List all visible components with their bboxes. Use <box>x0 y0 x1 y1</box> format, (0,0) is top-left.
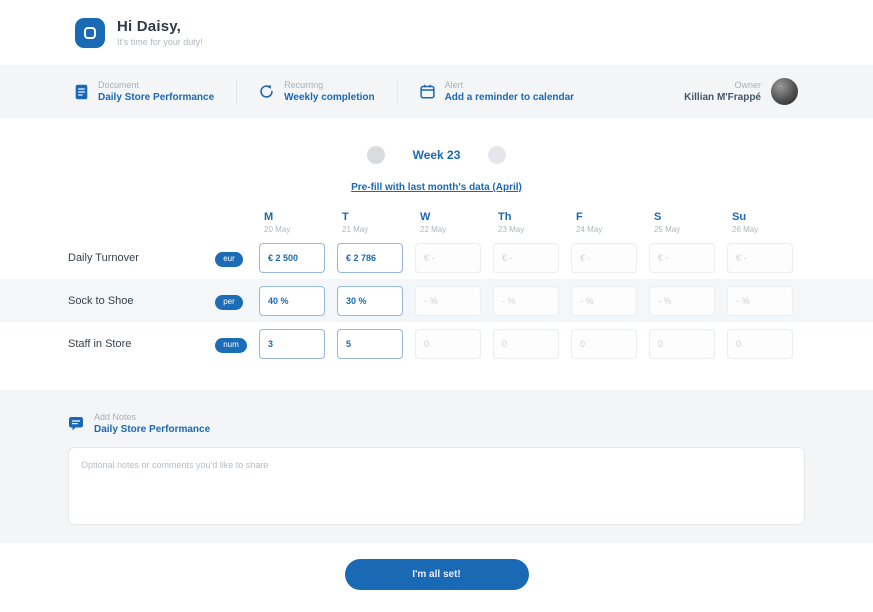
info-document: Document Daily Store Performance <box>75 80 214 103</box>
table-row-staff-in-store: Staff in Store num <box>0 322 873 365</box>
app-logo-inner <box>84 26 96 39</box>
input-staff-in-store-mon[interactable] <box>259 328 325 359</box>
day-letter: Th <box>498 211 512 223</box>
badge-wrap: per <box>215 291 259 310</box>
avatar <box>771 78 798 105</box>
notes-section: Add Notes Daily Store Performance <box>0 390 873 543</box>
input-staff-in-store-fri[interactable] <box>571 328 637 359</box>
info-alert-value[interactable]: Add a reminder to calendar <box>444 92 575 103</box>
unit-badge-eur: eur <box>215 252 243 267</box>
day-date: 21 May <box>342 225 369 234</box>
week-nav: Week 23 <box>0 146 873 164</box>
prefill-row: Pre-fill with last month's data (April) <box>0 177 873 193</box>
unit-badge-num: num <box>215 338 247 353</box>
notes-textarea[interactable] <box>68 447 805 525</box>
day-col-tue: T 21 May <box>338 211 416 236</box>
divider <box>396 78 398 105</box>
input-staff-in-store-tue[interactable] <box>337 328 403 359</box>
header: Hi Daisy, It's time for your duty! <box>0 0 873 65</box>
input-sock-to-shoe-mon[interactable] <box>259 285 325 316</box>
row-label: Staff in Store <box>68 337 132 350</box>
input-sock-to-shoe-tue[interactable] <box>337 285 403 316</box>
day-col-mon: M 20 May <box>260 211 338 236</box>
owner-label: Owner <box>734 80 761 90</box>
greeting-block: Hi Daisy, It's time for your duty! <box>117 18 203 47</box>
day-date: 26 May <box>732 225 759 234</box>
footer: I'm all set! <box>0 559 873 590</box>
notes-header: Add Notes Daily Store Performance <box>68 412 805 435</box>
day-date: 23 May <box>498 225 525 234</box>
info-document-label: Document <box>98 80 140 90</box>
day-col-thu: Th 23 May <box>494 211 572 236</box>
day-col-sun: Su 26 May <box>728 211 806 236</box>
day-date: 20 May <box>264 225 291 234</box>
input-daily-turnover-sun[interactable] <box>727 242 793 273</box>
input-sock-to-shoe-fri[interactable] <box>571 285 637 316</box>
info-recurring-label: Recurring <box>284 80 324 90</box>
owner-block: Owner Killian M'Frappé <box>684 78 798 105</box>
week-title: Week 23 <box>412 148 461 162</box>
info-recurring: Recurring Weekly completion <box>259 80 375 103</box>
info-alert[interactable]: Alert Add a reminder to calendar <box>419 80 575 103</box>
day-date: 25 May <box>654 225 681 234</box>
day-letter: T <box>342 211 349 223</box>
input-staff-in-store-thu[interactable] <box>493 328 559 359</box>
notes-title: Daily Store Performance <box>94 424 211 435</box>
owner-name: Killian M'Frappé <box>684 92 761 103</box>
day-letter: Su <box>732 211 747 223</box>
greeting: Hi Daisy, <box>117 18 182 35</box>
input-sock-to-shoe-wed[interactable] <box>415 285 481 316</box>
day-date: 22 May <box>420 225 447 234</box>
calendar-icon <box>419 84 435 99</box>
input-daily-turnover-mon[interactable] <box>259 242 325 273</box>
input-daily-turnover-fri[interactable] <box>571 242 637 273</box>
input-daily-turnover-thu[interactable] <box>493 242 559 273</box>
info-recurring-value: Weekly completion <box>284 92 375 103</box>
row-label: Sock to Shoe <box>68 294 134 307</box>
input-staff-in-store-sun[interactable] <box>727 328 793 359</box>
document-icon <box>75 84 88 100</box>
day-letter: S <box>654 211 662 223</box>
input-sock-to-shoe-sun[interactable] <box>727 285 793 316</box>
day-letter: W <box>420 211 431 223</box>
chat-bubble-icon <box>68 416 84 432</box>
input-daily-turnover-sat[interactable] <box>649 242 715 273</box>
badge-wrap: num <box>215 334 259 353</box>
row-label: Daily Turnover <box>68 251 139 264</box>
greeting-subtitle: It's time for your duty! <box>117 37 203 47</box>
week-prev-button[interactable] <box>366 146 385 164</box>
input-staff-in-store-wed[interactable] <box>415 328 481 359</box>
submit-button[interactable]: I'm all set! <box>344 559 529 590</box>
table-row-sock-to-shoe: Sock to Shoe per <box>0 279 873 322</box>
input-sock-to-shoe-sat[interactable] <box>649 285 715 316</box>
info-document-value: Daily Store Performance <box>98 92 215 103</box>
day-date: 24 May <box>576 225 603 234</box>
day-letter: F <box>576 211 583 223</box>
badge-wrap: eur <box>215 248 259 267</box>
app-logo-icon <box>75 17 105 48</box>
input-daily-turnover-wed[interactable] <box>415 242 481 273</box>
prefill-link[interactable]: Pre-fill with last month's data (April) <box>351 182 522 193</box>
input-sock-to-shoe-thu[interactable] <box>493 285 559 316</box>
week-next-button[interactable] <box>488 146 507 164</box>
table-row-daily-turnover: Daily Turnover eur <box>0 236 873 279</box>
days-header: M 20 May T 21 May W 22 May Th 23 May F 2… <box>260 211 873 236</box>
day-col-wed: W 22 May <box>416 211 494 236</box>
notes-label: Add Notes <box>94 412 137 422</box>
input-staff-in-store-sat[interactable] <box>649 328 715 359</box>
info-bar: Document Daily Store Performance Recurri… <box>0 65 873 118</box>
input-daily-turnover-tue[interactable] <box>337 242 403 273</box>
divider <box>236 78 238 105</box>
day-col-sat: S 25 May <box>650 211 728 236</box>
recurring-icon <box>259 84 274 99</box>
day-col-fri: F 24 May <box>572 211 650 236</box>
day-letter: M <box>264 211 274 223</box>
unit-badge-per: per <box>215 295 243 310</box>
info-alert-label: Alert <box>444 80 464 90</box>
